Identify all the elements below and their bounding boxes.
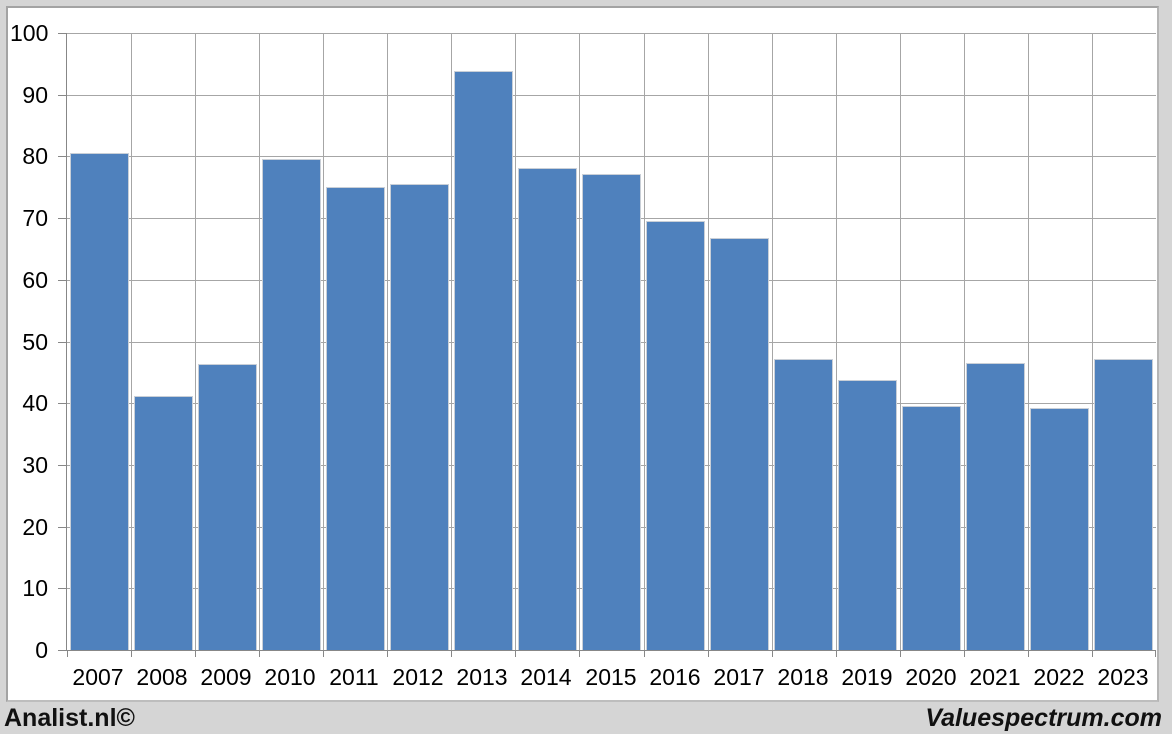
gridline-vertical [1028, 33, 1029, 650]
gridline-horizontal [67, 156, 1156, 157]
y-axis-label: 100 [10, 20, 49, 46]
x-axis-label: 2013 [456, 664, 508, 690]
bar-2007 [70, 153, 129, 650]
x-axis-label: 2021 [969, 664, 1021, 690]
bar-2021 [966, 363, 1025, 650]
x-axis-tick [323, 650, 324, 657]
gridline-vertical [131, 33, 132, 650]
x-axis-tick [1092, 650, 1093, 657]
x-axis-tick [772, 650, 773, 657]
x-axis-tick [708, 650, 709, 657]
y-axis-label: 50 [22, 329, 48, 355]
x-axis-label: 2007 [72, 664, 124, 690]
y-axis-tick [58, 650, 66, 651]
y-axis-label: 60 [22, 267, 48, 293]
x-axis-tick [131, 650, 132, 657]
x-axis-tick [900, 650, 901, 657]
y-axis-tick [58, 465, 66, 466]
x-axis-tick [1028, 650, 1029, 657]
y-axis-label: 90 [22, 82, 48, 108]
gridline-vertical [195, 33, 196, 650]
footer-right-brand: Valuespectrum.com [925, 704, 1162, 732]
gridline-vertical [387, 33, 388, 650]
bar-2020 [902, 406, 961, 650]
bar-2023 [1094, 359, 1153, 650]
x-axis-tick [964, 650, 965, 657]
bar-2008 [134, 396, 193, 650]
x-axis-tick [387, 650, 388, 657]
x-axis-label: 2023 [1097, 664, 1149, 690]
bar-2017 [710, 238, 769, 650]
y-axis-tick [58, 95, 66, 96]
x-axis-label: 2022 [1033, 664, 1085, 690]
gridline-vertical [644, 33, 645, 650]
x-axis-label: 2017 [713, 664, 765, 690]
y-axis-tick [58, 342, 66, 343]
plot-area [58, 33, 1156, 657]
bar-2016 [646, 221, 705, 650]
gridline-vertical [259, 33, 260, 650]
gridline-vertical [772, 33, 773, 650]
x-axis-tick [515, 650, 516, 657]
gridline-vertical [323, 33, 324, 650]
y-axis-label: 30 [22, 452, 48, 478]
footer-left-brand: Analist.nl© [4, 704, 135, 732]
x-axis-label: 2020 [905, 664, 957, 690]
y-axis-label: 20 [22, 514, 48, 540]
x-axis-tick [579, 650, 580, 657]
y-axis-label: 80 [22, 143, 48, 169]
y-axis-tick [58, 588, 66, 589]
bar-2009 [198, 364, 257, 650]
bar-2018 [774, 359, 833, 650]
x-axis-label: 2010 [264, 664, 316, 690]
bar-2022 [1030, 408, 1089, 650]
gridline-vertical [964, 33, 965, 650]
bar-2014 [518, 168, 577, 650]
x-axis-label: 2016 [649, 664, 701, 690]
bar-2011 [326, 187, 385, 650]
x-axis-tick [836, 650, 837, 657]
y-axis-tick [58, 33, 66, 34]
y-axis-label: 10 [22, 575, 48, 601]
x-axis-tick [67, 650, 68, 657]
x-axis-tick [1155, 650, 1156, 657]
gridline-vertical [579, 33, 580, 650]
bar-2015 [582, 174, 641, 650]
bar-2012 [390, 184, 449, 650]
x-axis-label: 2019 [841, 664, 893, 690]
x-axis-tick [195, 650, 196, 657]
x-axis-tick [451, 650, 452, 657]
y-axis-tick [58, 527, 66, 528]
gridline-horizontal [67, 33, 1156, 34]
x-axis-label: 2015 [585, 664, 637, 690]
x-axis-label: 2008 [136, 664, 188, 690]
gridline-horizontal [67, 95, 1156, 96]
gridline-vertical [1092, 33, 1093, 650]
gridline-vertical [708, 33, 709, 650]
x-axis-label: 2012 [392, 664, 444, 690]
x-axis-label: 2011 [329, 664, 379, 690]
y-axis-tick [58, 403, 66, 404]
bar-2010 [262, 159, 321, 650]
gridline-vertical [515, 33, 516, 650]
bar-2019 [838, 380, 897, 650]
x-axis-tick [259, 650, 260, 657]
y-axis-label: 0 [35, 637, 48, 663]
y-axis-label: 40 [22, 390, 48, 416]
y-axis-tick [58, 280, 66, 281]
gridline-vertical [900, 33, 901, 650]
x-axis-label: 2014 [520, 664, 572, 690]
x-axis-label: 2018 [777, 664, 829, 690]
y-axis-tick [58, 156, 66, 157]
x-axis-tick [644, 650, 645, 657]
y-axis-label: 70 [22, 205, 48, 231]
x-axis-label: 2009 [200, 664, 252, 690]
gridline-vertical [836, 33, 837, 650]
bar-2013 [454, 71, 513, 650]
chart-panel: 0 10 20 30 40 50 60 70 80 90 100 2007 2008 2009 2010 20… [6, 6, 1159, 702]
gridline-vertical [451, 33, 452, 650]
y-axis-tick [58, 218, 66, 219]
